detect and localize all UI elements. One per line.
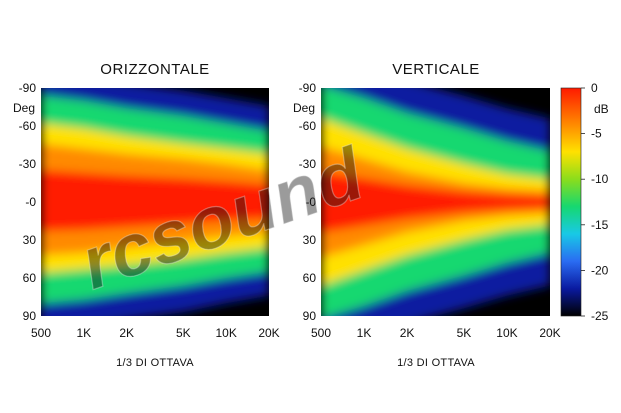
beamwidth-band-core — [321, 171, 550, 233]
y-tick-label: -90 — [299, 81, 317, 95]
x-axis-label-horizontal: 1/3 DI OTTAVA — [116, 357, 194, 369]
x-tick-label: 500 — [31, 326, 51, 340]
colorbar-tick-label: 0 — [591, 81, 598, 95]
heatmap-horizontal — [41, 88, 269, 316]
x-tick-label: 500 — [311, 326, 331, 340]
colorbar-tick-label: -15 — [591, 218, 609, 232]
colorbar-tick-label: -25 — [591, 309, 609, 323]
colorbar-tick-label: -10 — [591, 172, 609, 186]
y-axis-label-horizontal: Deg — [13, 101, 35, 115]
x-axis-label-vertical: 1/3 DI OTTAVA — [397, 357, 475, 369]
chart-title-vertical: VERTICALE — [392, 61, 480, 78]
y-tick-label: -30 — [299, 157, 317, 171]
colorbar-tick-label: -5 — [591, 127, 602, 141]
y-tick-label: 30 — [23, 233, 37, 247]
x-tick-label: 2K — [400, 326, 415, 340]
x-tick-label: 2K — [119, 326, 134, 340]
x-tick-label: 10K — [496, 326, 517, 340]
x-tick-label: 5K — [176, 326, 191, 340]
y-tick-label: -0 — [25, 195, 36, 209]
chart-horizontal: ORIZZONTALE -90 -60 -30 -0 30 60 90 Deg 500 1K 2… — [13, 61, 280, 369]
y-tick-label: -0 — [305, 195, 316, 209]
y-tick-label: 30 — [303, 233, 317, 247]
y-tick-label: 90 — [23, 309, 37, 323]
colorbar-ticks: 0 -5 -10 -15 -20 -25 — [581, 81, 609, 323]
chart-title-horizontal: ORIZZONTALE — [100, 61, 209, 78]
colorbar-tick-label: -20 — [591, 263, 609, 277]
x-tick-label: 20K — [258, 326, 279, 340]
y-tick-label: -90 — [19, 81, 37, 95]
x-axis-ticks-horizontal: 500 1K 2K 5K 10K 20K — [31, 326, 280, 340]
y-axis-ticks-horizontal: -90 -60 -30 -0 30 60 90 — [19, 81, 37, 323]
beamwidth-band-core — [41, 170, 269, 232]
colorbar-gradient — [560, 87, 582, 317]
y-tick-label: -30 — [19, 157, 37, 171]
y-axis-ticks-vertical: -90 -60 -30 -0 30 60 90 — [299, 81, 317, 323]
x-axis-ticks-vertical: 500 1K 2K 5K 10K 20K — [311, 326, 561, 340]
colorbar: 0 -5 -10 -15 -20 -25 dB — [560, 81, 609, 323]
x-tick-label: 10K — [215, 326, 236, 340]
y-tick-label: 90 — [303, 309, 317, 323]
x-tick-label: 20K — [539, 326, 560, 340]
x-tick-label: 1K — [76, 326, 91, 340]
colorbar-unit-label: dB — [594, 102, 609, 116]
heatmap-vertical — [321, 88, 550, 316]
y-tick-label: 60 — [23, 271, 37, 285]
y-tick-label: 60 — [303, 271, 317, 285]
y-tick-label: -60 — [19, 119, 37, 133]
x-tick-label: 5K — [457, 326, 472, 340]
y-tick-label: -60 — [299, 119, 317, 133]
y-axis-label-vertical: Deg — [293, 101, 315, 115]
x-tick-label: 1K — [357, 326, 372, 340]
